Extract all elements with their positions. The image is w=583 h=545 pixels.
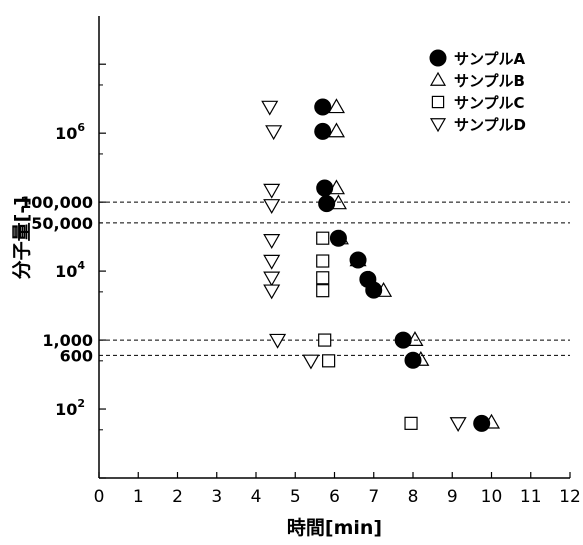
- y-tick-label: 106: [55, 121, 85, 143]
- x-tick-label: 5: [290, 487, 301, 507]
- data-point-triangle-up: [329, 194, 347, 210]
- x-tick-label: 6: [329, 487, 340, 507]
- data-point-triangle-up: [327, 98, 345, 114]
- data-point-triangle-up: [331, 229, 349, 245]
- legend: サンプルA サンプルB サンプルC サンプルD: [429, 49, 526, 134]
- data-points: [261, 98, 501, 433]
- data-point-square: [404, 416, 418, 430]
- data-point-filled-circle: [314, 122, 332, 140]
- data-point-triangle-down: [263, 254, 281, 270]
- data-point-square: [322, 354, 336, 368]
- x-axis-ticks: 0 1 2 3 4 5 6 7 8 9 10 11 12: [94, 472, 581, 507]
- legend-marker: [429, 49, 447, 67]
- data-point-triangle-down: [263, 183, 281, 199]
- y-tick-label: 102: [55, 397, 85, 419]
- x-tick-label: 7: [368, 487, 379, 507]
- x-tick-label: 11: [520, 487, 542, 507]
- data-point-triangle-up: [327, 179, 345, 195]
- x-tick-label: 4: [251, 487, 262, 507]
- y-axis-label: 分子量[-]: [11, 197, 33, 279]
- data-point-triangle-up: [412, 350, 430, 366]
- data-point-square: [316, 284, 330, 298]
- data-point-triangle-down: [263, 234, 281, 249]
- data-point-square: [318, 333, 332, 347]
- x-tick-label: 8: [408, 487, 419, 507]
- legend-label: サンプルD: [454, 116, 526, 134]
- y-tick-label: 1,000: [42, 331, 93, 350]
- data-point-triangle-up: [327, 122, 345, 138]
- y-tick-label: 100,000: [20, 193, 93, 212]
- x-axis-label: 時間[min]: [287, 517, 382, 539]
- data-point-triangle-up: [375, 281, 393, 297]
- legend-marker: [431, 95, 445, 109]
- data-point-triangle-up: [482, 413, 501, 429]
- x-tick-label: 12: [559, 487, 581, 507]
- y-tick-label: 600: [60, 346, 93, 365]
- legend-label: サンプルC: [454, 94, 525, 112]
- x-tick-label: 3: [211, 487, 222, 507]
- x-tick-label: 1: [133, 487, 144, 507]
- reference-lines: [99, 201, 570, 356]
- x-tick-label: 2: [172, 487, 183, 507]
- legend-marker: [429, 118, 447, 133]
- data-point-square: [316, 271, 330, 285]
- x-tick-label: 9: [447, 487, 458, 507]
- legend-label: サンプルB: [454, 72, 525, 90]
- data-point-triangle-down: [263, 199, 281, 215]
- data-point-triangle-up: [361, 270, 379, 286]
- x-tick-label: 0: [94, 487, 105, 507]
- y-tick-label: 104: [55, 259, 85, 281]
- data-point-triangle-down: [263, 271, 281, 287]
- data-point-filled-circle: [473, 414, 491, 432]
- legend-marker: [429, 71, 447, 86]
- data-point-filled-circle: [318, 195, 336, 213]
- data-point-triangle-down: [302, 354, 320, 370]
- y-tick-label: 50,000: [31, 214, 93, 233]
- data-point-filled-circle: [314, 98, 332, 116]
- data-point-triangle-down: [263, 284, 281, 300]
- data-point-triangle-down: [269, 333, 287, 349]
- data-point-square: [316, 231, 330, 245]
- data-point-triangle-up: [406, 331, 424, 346]
- data-point-triangle-down: [265, 125, 283, 141]
- data-point-square: [316, 254, 330, 268]
- legend-label: サンプルA: [454, 50, 526, 68]
- data-point-triangle-down: [449, 417, 467, 433]
- x-tick-label: 10: [481, 487, 503, 507]
- data-point-triangle-down: [261, 100, 279, 116]
- data-point-filled-circle: [404, 351, 422, 369]
- data-point-triangle-up: [349, 251, 367, 267]
